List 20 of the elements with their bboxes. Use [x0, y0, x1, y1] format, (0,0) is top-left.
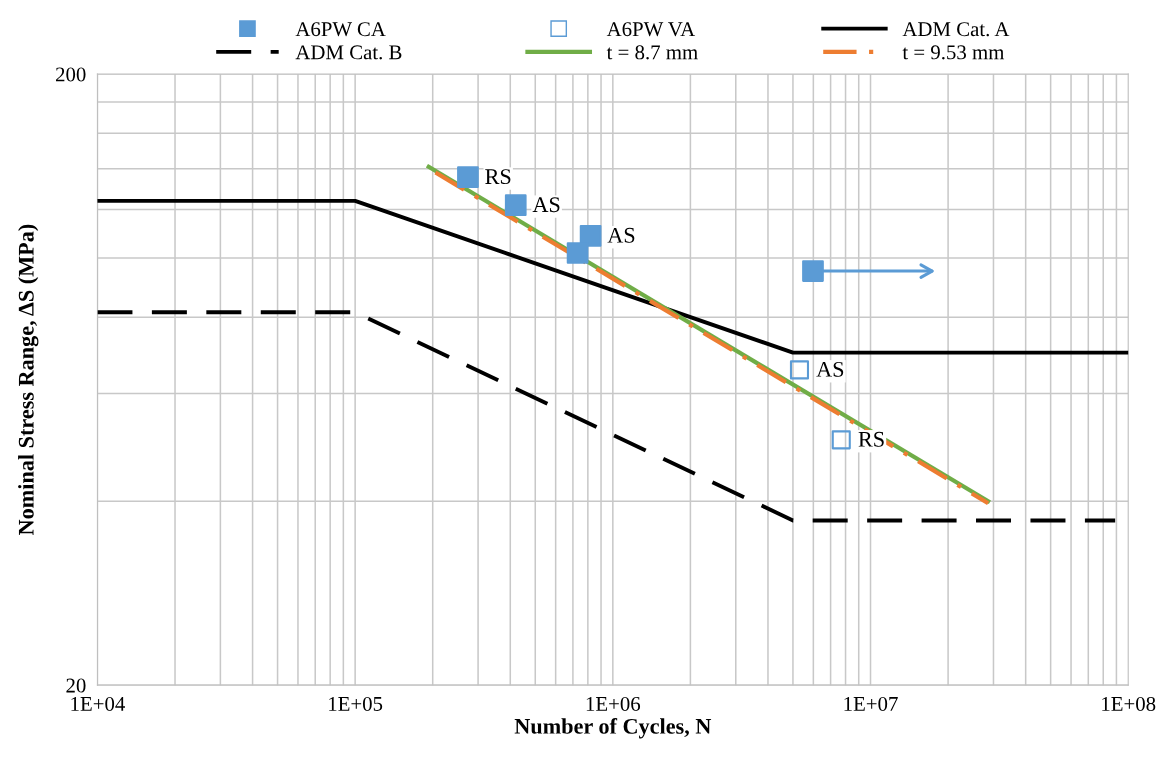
legend-label: A6PW VA [606, 22, 696, 37]
x-tick-label: 1E+07 [844, 696, 898, 711]
legend-label: t = 9.53 mm [902, 45, 1005, 60]
y-tick-label: 20 [66, 678, 86, 693]
annotation: RS [485, 169, 511, 185]
legend-label: ADM Cat. A [902, 22, 1010, 37]
annotation: AS [532, 197, 560, 213]
x-tick-label: 1E+06 [586, 696, 641, 711]
legend-label: A6PW CA [295, 22, 386, 37]
annotation: AS [607, 227, 635, 243]
legend-label: t = 8.7 mm [606, 45, 698, 60]
x-axis-title: Number of Cycles, N [514, 717, 712, 739]
y-axis-title: Nominal Stress Range, ΔS (MPa) [18, 224, 39, 536]
x-tick-label: 1E+05 [329, 696, 383, 711]
annotation: RS [858, 431, 884, 447]
x-tick-label: 1E+08 [1102, 696, 1156, 711]
legend-label: ADM Cat. B [295, 45, 402, 60]
annotation: AS [816, 361, 844, 377]
x-tick-label: 1E+04 [71, 696, 125, 711]
y-tick-label: 200 [56, 67, 86, 82]
